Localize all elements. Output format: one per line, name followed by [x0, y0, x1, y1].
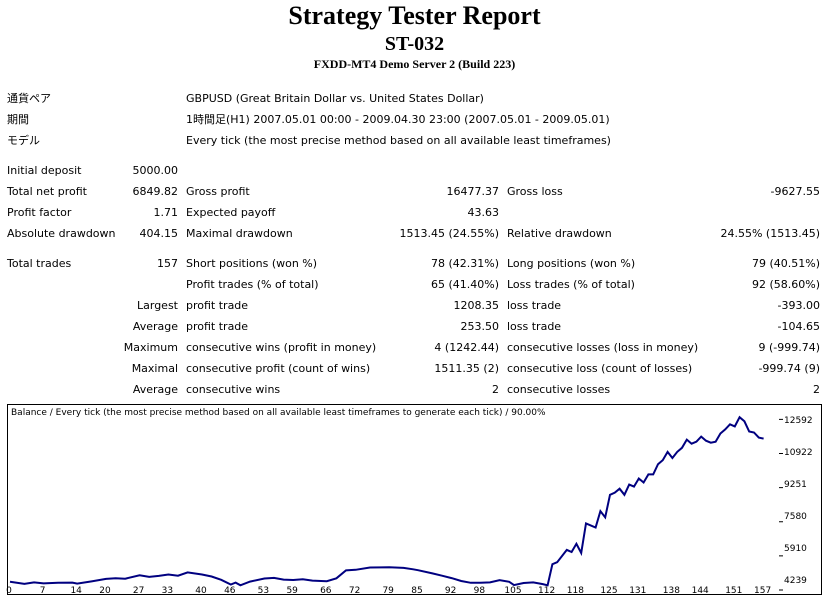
total-trades-value: 157 [157, 257, 178, 270]
max-consecutive-wins-label: consecutive wins (profit in money) [186, 341, 377, 354]
average-consecutive-wins-label: consecutive wins [186, 383, 281, 396]
period-label: 期間 [7, 113, 29, 126]
short-positions-value: 78 (42.31%) [430, 257, 499, 270]
x-tick-label: 138 [662, 586, 680, 596]
average-consecutive-label: Average [132, 383, 178, 396]
x-tick-label: 59 [286, 586, 298, 596]
max-consecutive-losses-value: 9 (-999.74) [758, 341, 820, 354]
balance-chart: Balance / Every tick (the most precise m… [7, 404, 822, 595]
max-consecutive-losses-label: consecutive losses (loss in money) [507, 341, 699, 354]
average-consecutive-losses-label: consecutive losses [507, 383, 611, 396]
short-positions-label: Short positions (won %) [186, 257, 318, 270]
largest-loss-label: loss trade [507, 299, 562, 312]
y-tick-label: 5910 [784, 544, 807, 554]
x-tick-label: 112 [538, 586, 556, 596]
report-subtitle: ST-032 [384, 33, 445, 55]
maximal-consecutive-loss-label: consecutive loss (count of losses) [507, 362, 693, 375]
x-tick-label: 79 [382, 586, 394, 596]
x-tick-label: 53 [257, 586, 270, 596]
currency-pair-value: GBPUSD (Great Britain Dollar vs. United … [186, 92, 484, 105]
average-loss-value: -104.65 [777, 320, 820, 333]
y-tick-label: 4239 [784, 576, 807, 586]
x-tick-label: 40 [195, 586, 207, 596]
period-value: 1時間足(H1) 2007.05.01 00:00 - 2009.04.30 2… [186, 113, 610, 126]
largest-profit-label: profit trade [186, 299, 249, 312]
expected-payoff-value: 43.63 [467, 206, 500, 219]
max-consecutive-wins-value: 4 (1242.44) [434, 341, 499, 354]
currency-pair-label: 通貨ペア [7, 92, 51, 105]
profit-trades-value: 65 (41.40%) [430, 278, 499, 291]
long-positions-value: 79 (40.51%) [751, 257, 820, 270]
x-tick-label: 118 [566, 586, 584, 596]
profit-trades-label: Profit trades (% of total) [186, 278, 319, 291]
x-tick-label: 92 [444, 586, 457, 596]
maximum-label: Maximum [123, 341, 178, 354]
loss-trades-label: Loss trades (% of total) [507, 278, 635, 291]
y-tick-label: 10922 [784, 448, 813, 458]
absolute-drawdown-label: Absolute drawdown [7, 227, 116, 240]
y-tick-label: 7580 [784, 512, 807, 522]
relative-drawdown-label: Relative drawdown [507, 227, 612, 240]
maximal-label: Maximal [131, 362, 178, 375]
y-tick-label: 12592 [784, 416, 813, 426]
average-consecutive-losses-value: 2 [813, 383, 820, 396]
y-tick-label: 9251 [784, 480, 807, 490]
x-tick-label: 105 [504, 586, 522, 596]
x-tick-label: 0 [6, 586, 12, 596]
x-tick-label: 46 [224, 586, 236, 596]
x-tick-label: 157 [754, 586, 772, 596]
x-tick-label: 33 [161, 586, 174, 596]
x-tick-label: 131 [629, 586, 647, 596]
x-tick-label: 66 [320, 586, 332, 596]
balance-chart-plot [9, 415, 783, 591]
x-tick-label: 20 [99, 586, 111, 596]
initial-deposit-label: Initial deposit [7, 164, 82, 177]
expected-payoff-label: Expected payoff [186, 206, 276, 219]
gross-profit-value: 16477.37 [446, 185, 500, 198]
largest-profit-value: 1208.35 [453, 299, 500, 312]
server-name: FXDD-MT4 Demo Server 2 (Build 223) [313, 57, 516, 71]
total-net-profit-label: Total net profit [7, 185, 87, 198]
profit-factor-value: 1.71 [153, 206, 179, 219]
initial-deposit-value: 5000.00 [132, 164, 179, 177]
model-label: モデル [7, 134, 40, 147]
gross-profit-label: Gross profit [186, 185, 250, 198]
average-profit-value: 253.50 [460, 320, 500, 333]
total-trades-label: Total trades [7, 257, 72, 270]
x-tick-label: 27 [132, 586, 145, 596]
largest-loss-value: -393.00 [777, 299, 820, 312]
x-tick-label: 7 [39, 586, 46, 596]
maximal-consecutive-profit-label: consecutive profit (count of wins) [186, 362, 371, 375]
maximal-drawdown-value: 1513.45 (24.55%) [399, 227, 499, 240]
maximal-consecutive-loss-value: -999.74 (9) [758, 362, 820, 375]
x-tick-label: 125 [600, 586, 618, 596]
largest-label: Largest [137, 299, 178, 312]
x-tick-label: 14 [70, 586, 82, 596]
balance-line [9, 415, 764, 587]
total-net-profit-value: 6849.82 [132, 185, 179, 198]
x-tick-label: 98 [473, 586, 486, 596]
profit-factor-label: Profit factor [7, 206, 72, 219]
maximal-consecutive-profit-value: 1511.35 (2) [434, 362, 499, 375]
model-value: Every tick (the most precise method base… [186, 134, 611, 147]
report-title: Strategy Tester Report [288, 1, 541, 30]
gross-loss-label: Gross loss [507, 185, 563, 198]
loss-trades-value: 92 (58.60%) [751, 278, 820, 291]
relative-drawdown-value: 24.55% (1513.45) [720, 227, 820, 240]
absolute-drawdown-value: 404.15 [139, 227, 179, 240]
long-positions-label: Long positions (won %) [507, 257, 636, 270]
average-loss-label: loss trade [507, 320, 562, 333]
x-tick-label: 85 [411, 586, 423, 596]
x-tick-label: 72 [348, 586, 361, 596]
chart-caption: Balance / Every tick (the most precise m… [11, 408, 546, 418]
average-label: Average [132, 320, 178, 333]
gross-loss-value: -9627.55 [770, 185, 820, 198]
x-tick-label: 144 [691, 586, 709, 596]
maximal-drawdown-label: Maximal drawdown [186, 227, 293, 240]
average-profit-label: profit trade [186, 320, 249, 333]
average-consecutive-wins-value: 2 [492, 383, 499, 396]
x-tick-label: 151 [725, 586, 743, 596]
